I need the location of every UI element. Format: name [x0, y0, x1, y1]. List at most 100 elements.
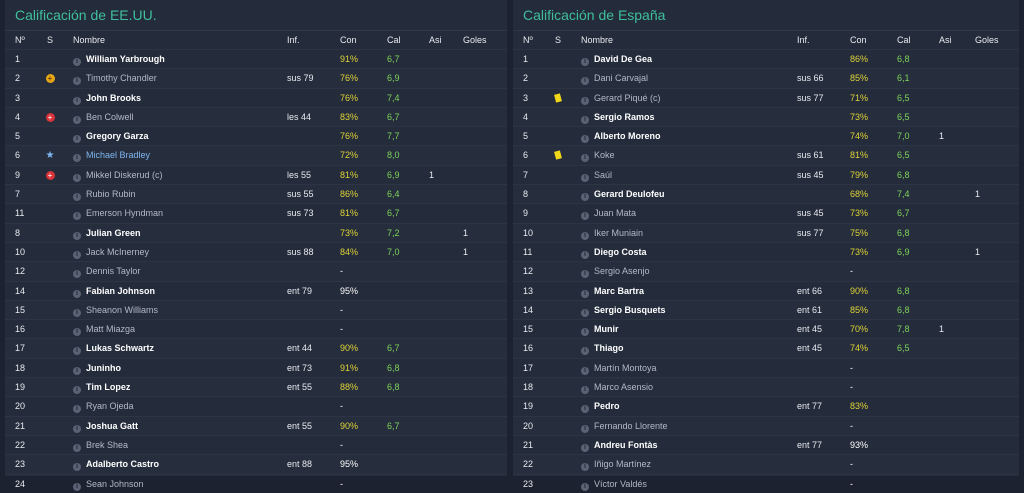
player-name[interactable]: Jack McInerney [86, 246, 150, 257]
info-icon[interactable]: i [581, 96, 589, 105]
header-name[interactable]: Nombre [581, 35, 614, 45]
header-con[interactable]: Con [340, 35, 357, 45]
player-name-cell[interactable]: i Fabian Johnson [73, 282, 155, 300]
header-name[interactable]: Nombre [73, 35, 106, 45]
player-name[interactable]: Marc Bartra [594, 285, 645, 296]
player-name[interactable]: Dennis Taylor [86, 266, 141, 277]
header-num[interactable]: Nº [15, 35, 25, 45]
player-name[interactable]: Fernando Llorente [594, 420, 668, 431]
info-icon[interactable]: i [73, 289, 81, 298]
player-name-cell[interactable]: i Víctor Valdés [581, 475, 647, 493]
player-name-cell[interactable]: i John Brooks [73, 89, 141, 107]
player-row[interactable]: 5 i Gregory Garza 76% 7,7 [5, 126, 507, 145]
player-row[interactable]: 19 i Tim Lopez ent 55 88% 6,8 [5, 377, 507, 397]
player-name-cell[interactable]: i Michael Bradley [73, 146, 150, 164]
player-name-cell[interactable]: i Dani Carvajal [581, 69, 648, 87]
player-row[interactable]: 22 i Brek Shea - [5, 434, 507, 454]
player-row[interactable]: 3 i John Brooks 76% 7,4 [5, 87, 507, 107]
info-icon[interactable]: i [73, 463, 81, 472]
player-row[interactable]: 16 i Thiago ent 45 74% 6,5 [513, 338, 1019, 358]
player-name-cell[interactable]: i Iñigo Martínez [581, 455, 651, 473]
player-name-cell[interactable]: i Koke [581, 146, 615, 164]
player-row[interactable]: 14 i Fabian Johnson ent 79 95% [5, 280, 507, 300]
player-name[interactable]: Koke [594, 150, 615, 161]
player-name-cell[interactable]: i Mikkel Diskerud (c) [73, 166, 163, 184]
info-icon[interactable]: i [73, 231, 81, 240]
player-name[interactable]: Andreu Fontàs [594, 439, 658, 450]
player-row[interactable]: 17 i Lukas Schwartz ent 44 90% 6,7 [5, 338, 507, 358]
player-name-cell[interactable]: i Adalberto Castro [73, 455, 159, 473]
player-name-cell[interactable]: i Gerard Deulofeu [581, 185, 665, 203]
info-icon[interactable]: i [581, 173, 589, 182]
player-row[interactable]: 9 + i Mikkel Diskerud (c) les 55 81% 6,9 1 [5, 164, 507, 184]
player-name[interactable]: Mikkel Diskerud (c) [86, 169, 163, 180]
info-icon[interactable]: i [73, 347, 81, 356]
yellow-card-icon[interactable] [554, 92, 562, 103]
player-name[interactable]: Pedro [594, 401, 620, 412]
header-cal[interactable]: Cal [897, 35, 911, 45]
player-name-cell[interactable]: i Matt Miazga [73, 320, 135, 338]
player-name[interactable]: Dani Carvajal [594, 73, 649, 84]
info-icon[interactable]: i [73, 173, 81, 182]
player-name-cell[interactable]: i Pedro [581, 397, 620, 415]
player-row[interactable]: 11 i Emerson Hyndman sus 73 81% 6,7 [5, 203, 507, 222]
player-row[interactable]: 11 i Diego Costa 73% 6,9 1 [513, 241, 1019, 261]
header-goles[interactable]: Goles [975, 35, 999, 45]
info-icon[interactable]: i [73, 96, 81, 105]
player-name-cell[interactable]: i Iker Muniain [581, 224, 643, 242]
player-name[interactable]: William Yarbrough [86, 54, 165, 64]
info-icon[interactable]: i [581, 250, 589, 259]
player-name[interactable]: Ryan Ojeda [86, 401, 134, 412]
player-row[interactable]: 22 i Iñigo Martínez - [513, 454, 1019, 474]
player-row[interactable]: 23 i Adalberto Castro ent 88 95% [5, 454, 507, 474]
player-name-cell[interactable]: i David De Gea [581, 50, 652, 68]
player-name[interactable]: Saúl [594, 169, 613, 180]
header-cal[interactable]: Cal [387, 35, 401, 45]
info-icon[interactable]: i [73, 250, 81, 259]
info-icon[interactable]: i [73, 115, 81, 124]
player-name-cell[interactable]: i William Yarbrough [73, 50, 165, 68]
player-name[interactable]: Emerson Hyndman [86, 208, 164, 219]
info-icon[interactable]: i [581, 347, 589, 356]
info-icon[interactable]: i [581, 231, 589, 240]
info-icon[interactable]: i [581, 424, 589, 433]
header-asi[interactable]: Asi [939, 35, 952, 45]
player-name[interactable]: Timothy Chandler [86, 73, 157, 84]
player-name-cell[interactable]: i Martín Montoya [581, 359, 657, 377]
info-icon[interactable]: i [581, 212, 589, 221]
player-name-cell[interactable]: i Marco Asensio [581, 378, 653, 396]
player-row[interactable]: 8 i Gerard Deulofeu 68% 7,4 1 [513, 184, 1019, 204]
player-name[interactable]: Lukas Schwartz [86, 343, 155, 354]
player-name[interactable]: Martín Montoya [594, 362, 657, 373]
player-name[interactable]: Sergio Busquets [594, 304, 666, 315]
player-row[interactable]: 2 + i Timothy Chandler sus 79 76% 6,9 [5, 68, 507, 88]
player-row[interactable]: 7 i Saúl sus 45 79% 6,8 [513, 164, 1019, 184]
player-name[interactable]: Juan Mata [594, 208, 637, 219]
info-icon[interactable]: i [581, 289, 589, 298]
info-icon[interactable]: i [73, 366, 81, 375]
player-name-cell[interactable]: i Julian Green [73, 224, 141, 242]
player-name[interactable]: Sergio Ramos [594, 111, 655, 122]
info-icon[interactable]: i [581, 482, 589, 491]
player-row[interactable]: 24 i Sean Johnson - [5, 473, 507, 493]
info-icon[interactable]: i [73, 405, 81, 414]
player-name-cell[interactable]: i Gerard Piqué (c) [581, 89, 661, 107]
player-row[interactable]: 13 i Marc Bartra ent 66 90% 6,8 [513, 280, 1019, 300]
info-icon[interactable]: i [73, 424, 81, 433]
player-row[interactable]: 8 i Julian Green 73% 7,2 1 [5, 222, 507, 242]
info-icon[interactable]: i [73, 443, 81, 452]
warning-icon[interactable]: + [45, 74, 55, 84]
player-name-cell[interactable]: i Fernando Llorente [581, 417, 668, 435]
header-con[interactable]: Con [850, 35, 867, 45]
player-name[interactable]: Fabian Johnson [86, 285, 156, 296]
player-name[interactable]: Michael Bradley [86, 150, 151, 161]
info-icon[interactable]: i [581, 386, 589, 395]
player-row[interactable]: 18 i Juninho ent 73 91% 6,8 [5, 357, 507, 377]
player-name-cell[interactable]: i Brek Shea [73, 436, 128, 454]
player-row[interactable]: 6 i Koke sus 61 81% 6,5 [513, 145, 1019, 165]
player-name-cell[interactable]: i Marc Bartra [581, 282, 644, 300]
player-row[interactable]: 20 i Fernando Llorente - [513, 415, 1019, 435]
player-name[interactable]: Ben Colwell [86, 111, 134, 122]
info-icon[interactable]: i [581, 405, 589, 414]
player-name[interactable]: Brek Shea [86, 439, 129, 450]
